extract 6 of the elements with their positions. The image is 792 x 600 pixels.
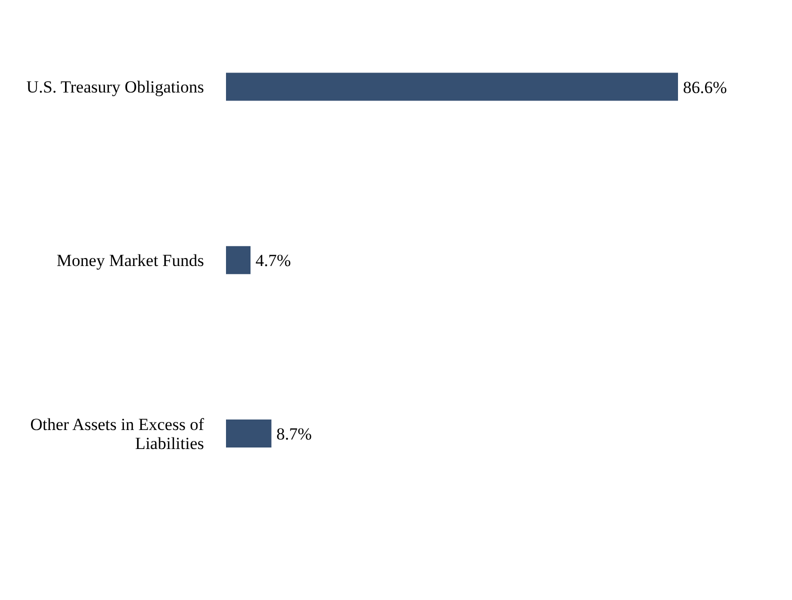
data-label: 8.7% bbox=[276, 424, 312, 444]
y-tick-label: Money Market Funds bbox=[56, 250, 204, 270]
y-tick-label: Other Assets in Excess of Liabilities bbox=[30, 414, 204, 452]
data-label: 86.6% bbox=[683, 78, 727, 97]
data-label: 4.7% bbox=[256, 251, 291, 270]
y-tick-label: U.S. Treasury Obligations bbox=[26, 77, 204, 96]
